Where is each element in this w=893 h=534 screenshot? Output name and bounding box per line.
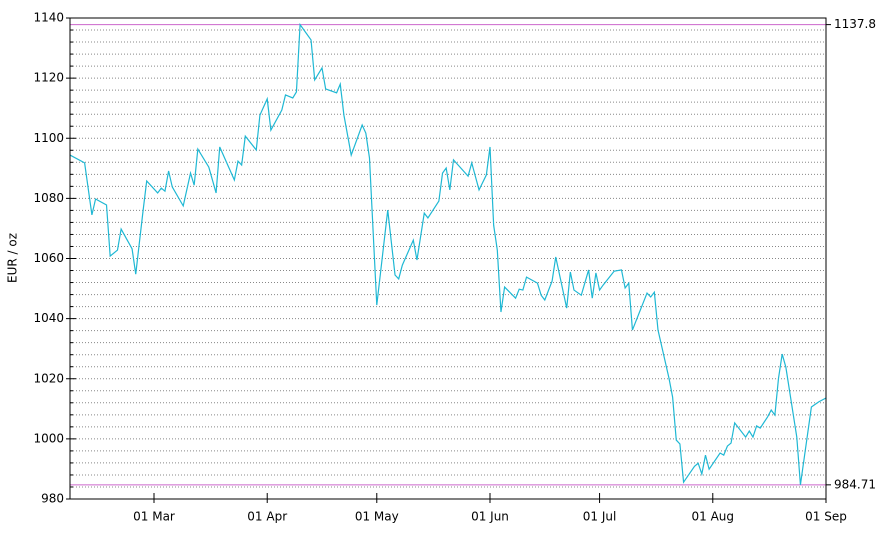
- plot-frame: [69, 17, 827, 500]
- y-tick-label: 1020: [33, 371, 64, 385]
- y-tick-label: 1000: [33, 431, 64, 445]
- x-tick-label: 01 Apr: [247, 510, 287, 524]
- reference-label: 984.71: [834, 477, 876, 491]
- x-tick-label: 01 Jun: [471, 510, 509, 524]
- y-tick-label: 1040: [33, 311, 64, 325]
- y-tick-label: 1080: [33, 191, 64, 205]
- x-tick-label: 01 May: [355, 510, 399, 524]
- x-tick-label: 01 Jul: [583, 510, 617, 524]
- reference-label: 1137.8: [834, 17, 876, 31]
- x-tick-label: 01 Sep: [805, 510, 847, 524]
- y-tick-label: 1140: [33, 11, 64, 25]
- y-tick-label: 1060: [33, 251, 64, 265]
- y-tick-label: 1120: [33, 71, 64, 85]
- y-tick-label: 1100: [33, 131, 64, 145]
- price-line: [69, 22, 827, 485]
- y-tick-label: 980: [41, 492, 64, 506]
- x-tick-label: 01 Aug: [692, 510, 735, 524]
- y-axis-title: EUR / oz: [6, 233, 20, 283]
- x-tick-label: 01 Mar: [133, 510, 175, 524]
